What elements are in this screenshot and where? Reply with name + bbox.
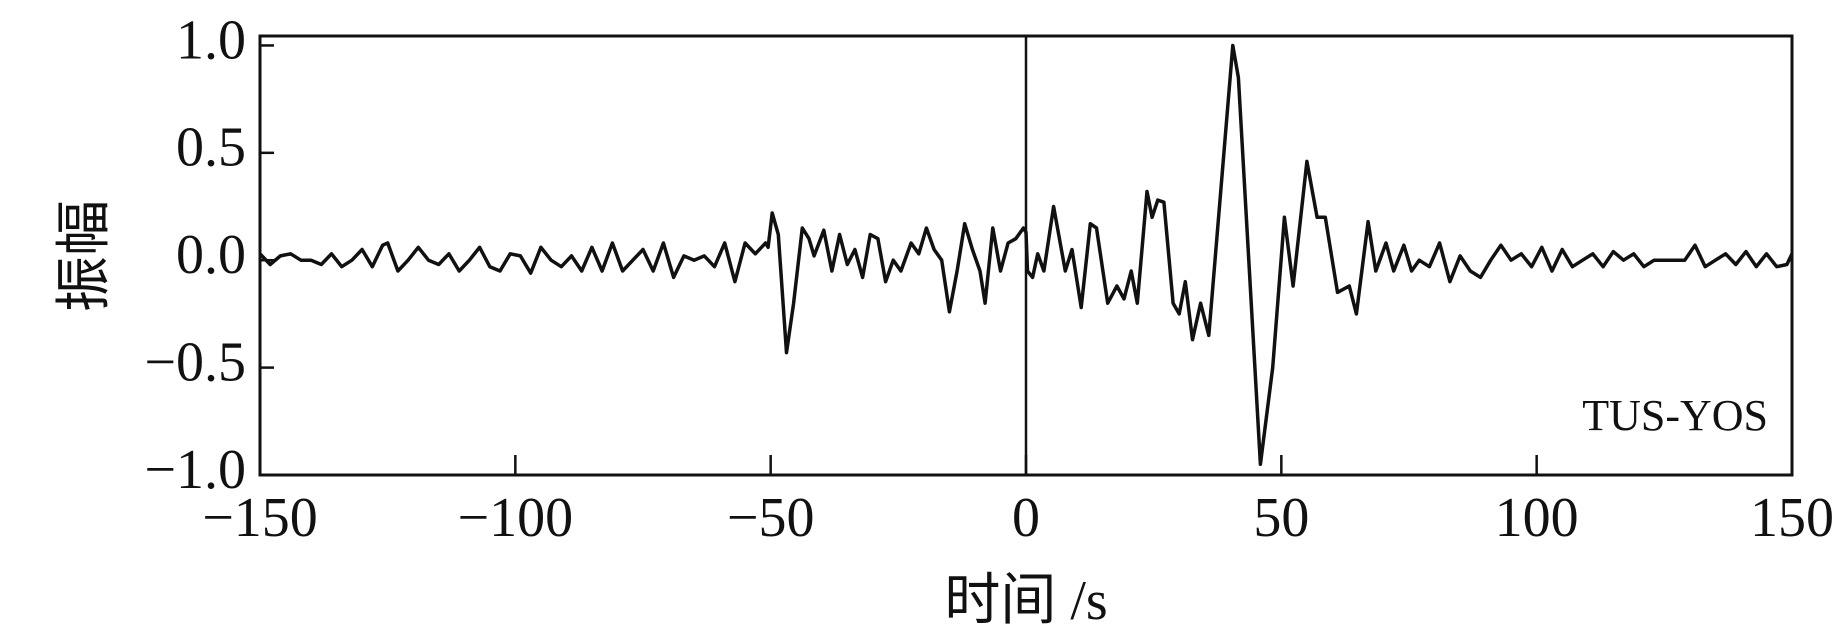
x-tick-label: −150 [202,487,318,549]
x-axis-label: 时间 /s [944,570,1107,632]
x-tick-label: 100 [1495,487,1579,549]
y-tick-label: −1.0 [144,439,246,501]
x-tick-label: −50 [727,487,815,549]
y-tick-label: 0.5 [176,117,246,179]
x-tick-label: 0 [1012,487,1040,549]
y-tick-label: 0.0 [176,224,246,286]
x-tick-label: 150 [1750,487,1834,549]
y-axis-label: 振幅 [54,200,116,312]
waveform-line [258,43,1794,467]
x-tick-label: 50 [1253,487,1309,549]
plot-frame [258,34,1794,477]
y-tick-label: −0.5 [144,331,246,393]
y-tick-label: 1.0 [176,9,246,71]
annotation: TUS-YOS [1582,391,1768,440]
x-tick-label: −100 [458,487,574,549]
